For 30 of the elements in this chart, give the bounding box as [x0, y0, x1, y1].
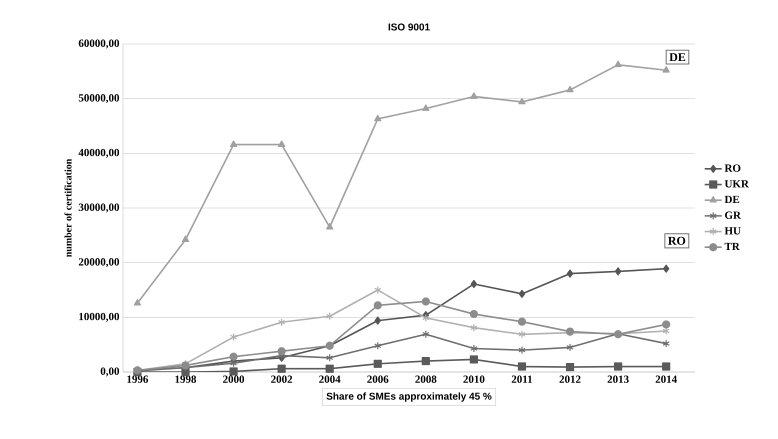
- annotation: DE: [669, 53, 686, 62]
- legend-label: TR: [724, 242, 740, 250]
- y-tick-label: 20000,00: [78, 258, 120, 268]
- x-tick-label: 2010: [463, 376, 484, 383]
- x-tick-label: 2011: [512, 376, 532, 383]
- y-tick-label: 40000,00: [78, 148, 120, 158]
- legend-label: UKR: [724, 180, 749, 188]
- legend-label: RO: [724, 164, 740, 172]
- legend-label: HU: [724, 227, 741, 235]
- x-tick-label: 2012: [560, 376, 581, 383]
- legend-label: DE: [724, 196, 740, 204]
- y-tick-label: 50000,00: [78, 94, 120, 104]
- y-axis-title: number of certification: [64, 158, 72, 257]
- x-tick-label: 2013: [608, 376, 629, 383]
- y-tick-label: 0,00: [100, 368, 120, 376]
- x-axis-title: Share of SMEs approximately 45 %: [326, 392, 492, 402]
- x-tick-label: 1998: [175, 376, 196, 383]
- x-tick-label: 2002: [271, 376, 292, 383]
- y-tick-label: 10000,00: [79, 312, 120, 322]
- y-tick-label: 30000,00: [78, 204, 120, 212]
- annotation: RO: [668, 236, 686, 245]
- x-tick-label: 1996: [127, 376, 148, 383]
- y-tick-label: 60000,00: [78, 40, 120, 48]
- chart-title: ISO 9001: [388, 23, 430, 30]
- x-tick-label: 2004: [319, 376, 340, 383]
- x-tick-label: 2008: [415, 376, 436, 383]
- x-tick-label: 2006: [367, 376, 388, 383]
- x-tick-label: 2014: [656, 376, 677, 383]
- x-tick-label: 2000: [223, 376, 244, 383]
- legend-label: GR: [725, 212, 742, 219]
